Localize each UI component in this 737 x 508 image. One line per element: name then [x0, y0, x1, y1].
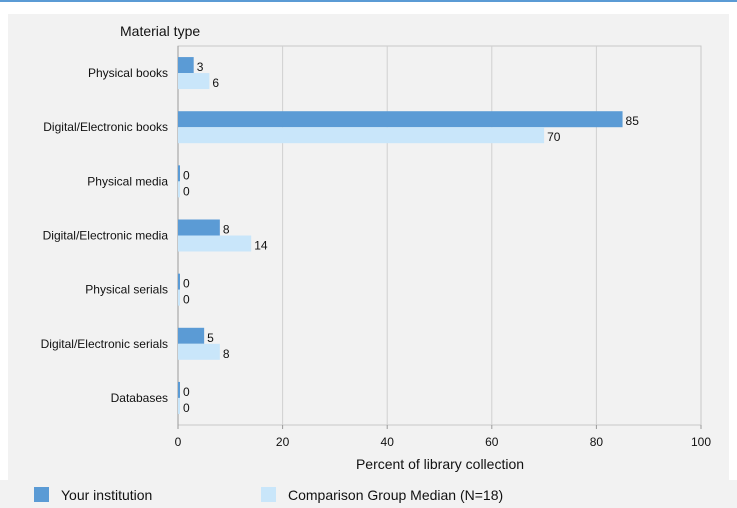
bar-comparison-median	[178, 181, 180, 198]
bar-your-institution	[178, 219, 220, 236]
bar-comparison-median	[178, 127, 545, 144]
grid-layer	[177, 45, 702, 429]
bar-your-institution	[178, 111, 623, 128]
data-label: 8	[223, 223, 230, 237]
category-label: Physical books	[88, 66, 168, 80]
data-label: 70	[547, 130, 561, 144]
x-tick-label: 20	[276, 435, 290, 449]
data-label: 0	[183, 184, 190, 198]
data-label: 3	[197, 60, 204, 74]
legend-label: Your institution	[61, 487, 152, 503]
bar-comparison-median	[178, 343, 220, 360]
data-label: 8	[223, 347, 230, 361]
legend-label: Comparison Group Median (N=18)	[288, 487, 503, 503]
category-label: Physical serials	[85, 283, 168, 297]
legend-swatch	[261, 487, 276, 502]
bar-your-institution	[178, 273, 180, 290]
bar-comparison-median	[178, 397, 180, 414]
category-label: Digital/Electronic media	[43, 229, 169, 243]
x-axis-title: Percent of library collection	[356, 456, 524, 472]
category-label-layer: Physical books Digital/Electronic books Ph…	[41, 66, 169, 405]
top-rule	[0, 0, 737, 2]
data-label: 14	[254, 239, 268, 253]
x-tick-label: 40	[381, 435, 395, 449]
y-axis-title: Material type	[120, 23, 200, 39]
bar-your-institution	[178, 165, 180, 182]
category-label: Digital/Electronic serials	[41, 337, 168, 351]
data-label: 5	[207, 331, 214, 345]
plot-area	[177, 45, 702, 426]
x-tick-label: 100	[691, 435, 711, 449]
legend-panel	[0, 480, 737, 508]
x-tick-label: 0	[175, 435, 182, 449]
data-label: 0	[183, 401, 190, 415]
tick-label-layer: 0 20 40 60 80 100	[175, 435, 712, 449]
x-tick-label: 80	[590, 435, 604, 449]
data-label: 0	[183, 168, 190, 182]
data-label: 6	[212, 76, 219, 90]
data-label: 85	[626, 114, 640, 128]
bar-your-institution	[178, 381, 180, 398]
x-tick-label: 60	[485, 435, 499, 449]
data-label: 0	[183, 385, 190, 399]
bar-your-institution	[178, 327, 205, 344]
data-label: 0	[183, 293, 190, 307]
legend: Your institution Comparison Group Median …	[34, 487, 503, 503]
data-label: 0	[183, 277, 190, 291]
category-label: Digital/Electronic books	[43, 120, 168, 134]
bar-comparison-median	[178, 235, 252, 252]
category-label: Databases	[111, 391, 168, 405]
bar-your-institution	[178, 57, 194, 74]
bar-comparison-median	[178, 73, 210, 90]
legend-swatch	[34, 487, 49, 502]
bar-comparison-median	[178, 289, 180, 306]
category-label: Physical media	[87, 174, 168, 188]
